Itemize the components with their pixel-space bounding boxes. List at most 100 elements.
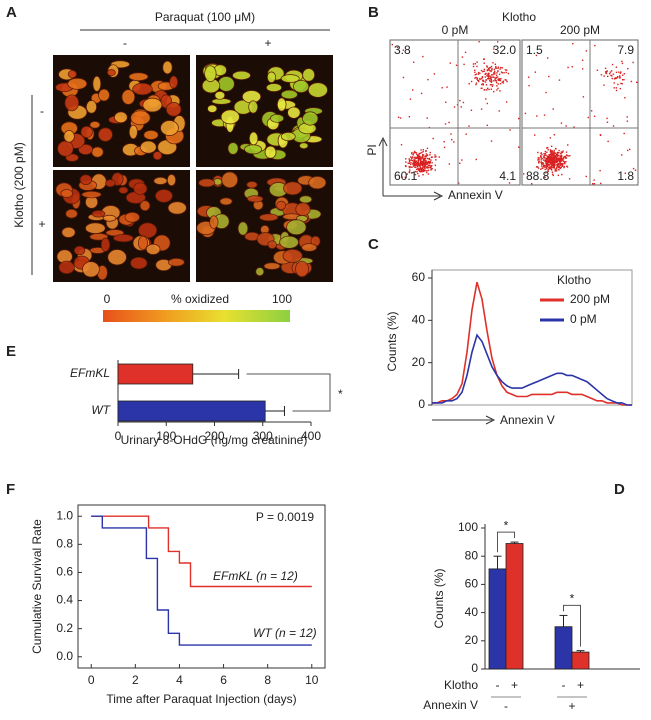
event: [553, 162, 555, 165]
event: [481, 83, 483, 86]
event: [486, 124, 488, 127]
event: [402, 49, 404, 51]
event: [430, 169, 432, 171]
event: [420, 162, 423, 165]
event: [544, 152, 547, 155]
event: [422, 167, 424, 170]
quadrant-value: 88.8: [526, 169, 550, 183]
cell: [166, 173, 177, 187]
event: [556, 164, 558, 167]
event: [422, 149, 425, 151]
event: [408, 160, 411, 163]
event: [546, 57, 549, 59]
cell: [113, 233, 134, 243]
event: [408, 116, 411, 118]
cell: [162, 60, 173, 75]
cell: [142, 97, 163, 113]
event: [418, 157, 420, 159]
event: [472, 65, 475, 68]
event: [483, 89, 485, 91]
event: [414, 151, 417, 154]
event: [565, 151, 568, 153]
event: [494, 67, 497, 69]
event: [425, 155, 427, 158]
event: [567, 144, 569, 146]
event: [495, 76, 497, 79]
event: [542, 163, 545, 165]
event: [434, 169, 436, 171]
event: [610, 74, 612, 77]
event: [486, 89, 488, 91]
event: [423, 169, 425, 171]
event: [461, 159, 463, 161]
bar: [571, 651, 590, 670]
event: [501, 72, 504, 74]
event: [557, 157, 559, 159]
event: [434, 154, 436, 156]
event: [557, 174, 560, 177]
event: [560, 160, 562, 162]
event: [518, 146, 520, 148]
event: [500, 71, 503, 73]
event: [408, 171, 411, 174]
event: [414, 157, 416, 159]
event: [422, 163, 424, 165]
event: [624, 172, 627, 174]
event: [480, 108, 483, 110]
event: [420, 92, 423, 95]
category-label: WT: [91, 403, 111, 417]
cell: [237, 221, 249, 236]
quadrant-value: 7.9: [617, 43, 634, 57]
event: [564, 161, 566, 163]
event: [542, 167, 544, 169]
event: [486, 102, 489, 105]
event: [550, 157, 552, 159]
event: [400, 144, 403, 146]
event: [504, 79, 506, 81]
event: [610, 70, 613, 72]
quadrant-value: 4.1: [499, 169, 516, 183]
cell: [302, 68, 316, 82]
cell: [246, 181, 258, 189]
event: [615, 87, 618, 89]
event: [553, 153, 555, 155]
event: [494, 70, 496, 73]
event: [418, 169, 421, 171]
event: [536, 166, 539, 168]
event: [426, 147, 429, 150]
event: [426, 157, 429, 160]
event: [549, 149, 552, 151]
cell: [220, 109, 240, 125]
event: [604, 67, 607, 70]
event: [405, 158, 407, 160]
event: [497, 78, 499, 81]
event: [419, 158, 421, 160]
y-tick-label: 0: [418, 397, 425, 411]
event: [611, 77, 613, 80]
y-tick-label: 0.8: [56, 537, 73, 551]
event: [550, 150, 553, 153]
event: [475, 83, 477, 86]
event: [615, 89, 618, 92]
event: [622, 74, 624, 76]
event: [551, 166, 553, 169]
event: [615, 77, 617, 80]
event: [420, 149, 422, 151]
significance: *: [338, 387, 343, 401]
event: [613, 87, 615, 89]
event: [626, 149, 629, 152]
y-tick-label: 80: [465, 548, 479, 562]
y-tick-label: 1.0: [56, 508, 73, 522]
event: [605, 72, 608, 75]
event: [556, 151, 559, 154]
event: [551, 162, 553, 164]
y-tick-label: 60: [412, 270, 426, 284]
event: [540, 165, 543, 167]
event: [621, 154, 623, 156]
series-label: WT (n = 12): [253, 626, 317, 640]
event: [554, 154, 557, 157]
event: [422, 161, 425, 163]
event: [491, 69, 493, 71]
event: [401, 176, 403, 178]
event: [505, 71, 507, 74]
